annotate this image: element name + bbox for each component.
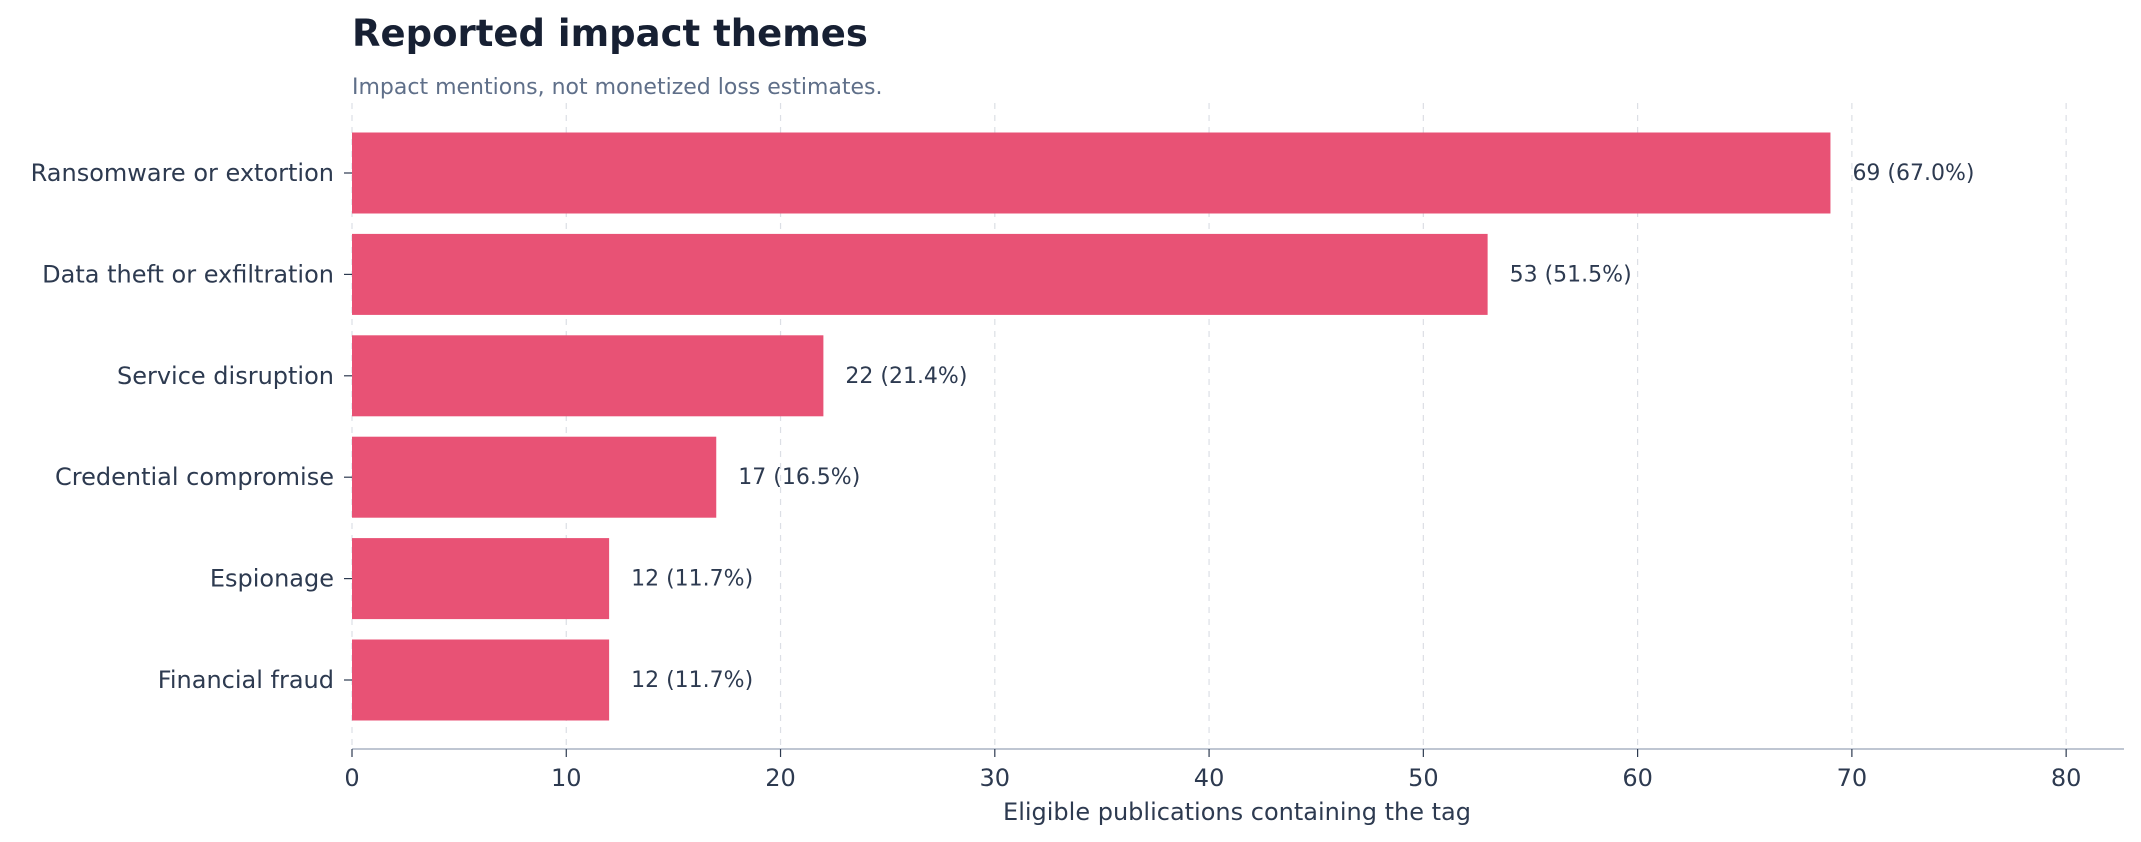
category-labels: Ransomware or extortion Data theft or exf… (31, 159, 352, 694)
bar-4 (352, 436, 717, 518)
category-label: Service disruption (117, 362, 334, 390)
data-label: 53 (51.5%) (1510, 262, 1632, 287)
x-tick-label: 10 (551, 764, 582, 792)
x-tick-label: 50 (1408, 764, 1439, 792)
bar-3 (352, 335, 824, 417)
category-label: Data theft or exfiltration (42, 260, 334, 288)
x-tick-label: 20 (765, 764, 796, 792)
data-label: 17 (16.5%) (738, 465, 860, 490)
category-label: Financial fraud (158, 666, 334, 694)
bar-5 (352, 538, 610, 620)
chart-subtitle: Impact mentions, not monetized loss esti… (352, 75, 883, 100)
bar-2 (352, 233, 1488, 315)
bar-1 (352, 132, 1831, 214)
data-labels: 69 (67.0%) 53 (51.5%) 22 (21.4%) 17 (16.5%)… (631, 161, 1974, 693)
chart-title: Reported impact themes (352, 12, 868, 55)
category-label: Ransomware or extortion (31, 159, 334, 187)
bar-6 (352, 639, 610, 721)
bars (352, 132, 1831, 721)
x-tick-label: 0 (344, 764, 359, 792)
x-tick-label: 40 (1194, 764, 1225, 792)
x-tick-label: 80 (2051, 764, 2082, 792)
x-tick-label: 30 (980, 764, 1011, 792)
category-label: Espionage (210, 565, 334, 593)
data-label: 22 (21.4%) (845, 364, 967, 389)
data-label: 12 (11.7%) (631, 567, 753, 592)
x-tick-label: 60 (1622, 764, 1653, 792)
x-axis-ticks: 0 10 20 30 40 50 60 70 80 (344, 749, 2081, 792)
x-tick-label: 70 (1837, 764, 1868, 792)
data-label: 12 (11.7%) (631, 668, 753, 693)
x-axis-label: Eligible publications containing the tag (1003, 798, 1471, 826)
data-label: 69 (67.0%) (1852, 161, 1974, 186)
category-label: Credential compromise (55, 463, 334, 491)
